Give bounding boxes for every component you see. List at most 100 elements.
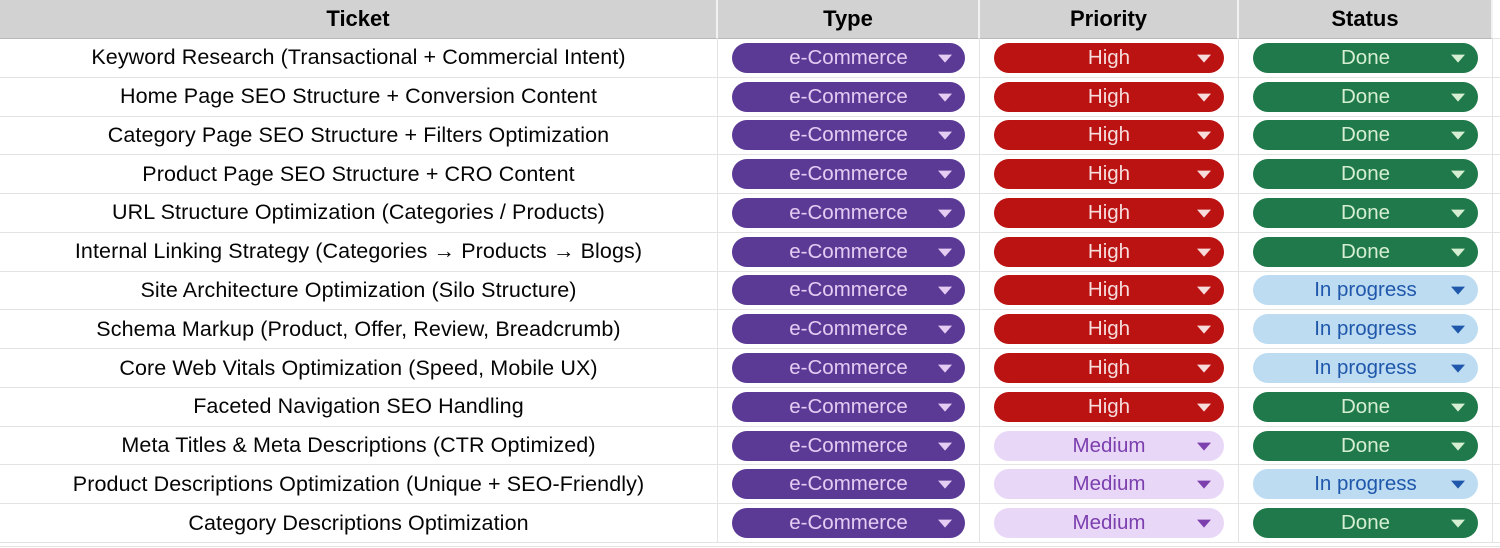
status-dropdown[interactable]: Done xyxy=(1253,197,1478,228)
priority-cell: High xyxy=(980,194,1239,233)
chevron-down-icon xyxy=(1451,442,1465,451)
type-dropdown[interactable]: e-Commerce xyxy=(732,120,965,151)
row-edge-spacer xyxy=(1493,310,1500,350)
status-dropdown[interactable]: In progress xyxy=(1253,469,1478,500)
row-edge-spacer xyxy=(1493,116,1500,156)
type-dropdown[interactable]: e-Commerce xyxy=(732,81,965,112)
status-dropdown-label: In progress xyxy=(1314,472,1417,496)
type-dropdown-label: e-Commerce xyxy=(789,239,908,263)
ticket-cell[interactable]: Faceted Navigation SEO Handling xyxy=(0,387,718,427)
type-dropdown[interactable]: e-Commerce xyxy=(732,430,965,461)
type-dropdown[interactable]: e-Commerce xyxy=(732,314,965,345)
status-dropdown[interactable]: Done xyxy=(1253,430,1478,461)
status-dropdown[interactable]: Done xyxy=(1253,42,1478,73)
chevron-down-icon xyxy=(938,209,952,218)
status-dropdown[interactable]: Done xyxy=(1253,508,1478,539)
status-dropdown[interactable]: In progress xyxy=(1253,275,1478,306)
table-row: Internal Linking Strategy (Categories → … xyxy=(0,232,1500,272)
priority-dropdown[interactable]: High xyxy=(994,353,1224,383)
priority-dropdown-label: High xyxy=(1087,162,1131,186)
status-dropdown[interactable]: In progress xyxy=(1253,314,1478,345)
table-row: URL Structure Optimization (Categories /… xyxy=(0,194,1500,233)
type-cell: e-Commerce xyxy=(718,116,980,156)
type-cell: e-Commerce xyxy=(718,349,980,388)
type-cell: e-Commerce xyxy=(718,232,980,272)
row-edge-spacer xyxy=(1493,39,1500,78)
type-dropdown[interactable]: e-Commerce xyxy=(732,353,965,383)
table-row: Product Descriptions Optimization (Uniqu… xyxy=(0,465,1500,505)
column-header-ticket[interactable]: Ticket xyxy=(0,0,718,39)
priority-dropdown[interactable]: High xyxy=(994,42,1224,73)
status-cell: Done xyxy=(1239,426,1493,466)
chevron-down-icon xyxy=(1197,54,1211,63)
status-dropdown[interactable]: Done xyxy=(1253,81,1478,112)
ticket-cell[interactable]: Category Page SEO Structure + Filters Op… xyxy=(0,116,718,156)
table-row: Product Page SEO Structure + CRO Content… xyxy=(0,155,1500,195)
ticket-cell[interactable]: Category Descriptions Optimization xyxy=(0,504,718,543)
type-dropdown-label: e-Commerce xyxy=(789,123,908,147)
type-dropdown[interactable]: e-Commerce xyxy=(732,275,965,306)
type-cell: e-Commerce xyxy=(718,504,980,543)
ticket-cell[interactable]: Product Page SEO Structure + CRO Content xyxy=(0,155,718,195)
priority-cell: High xyxy=(980,155,1239,195)
row-edge-spacer xyxy=(1493,349,1500,388)
priority-dropdown[interactable]: Medium xyxy=(994,469,1224,500)
table-row: Site Architecture Optimization (Silo Str… xyxy=(0,271,1500,311)
column-header-status[interactable]: Status xyxy=(1239,0,1493,39)
type-dropdown[interactable]: e-Commerce xyxy=(732,197,965,228)
priority-dropdown[interactable]: High xyxy=(994,275,1224,306)
priority-dropdown[interactable]: High xyxy=(994,120,1224,151)
type-dropdown-label: e-Commerce xyxy=(789,317,908,341)
status-cell: Done xyxy=(1239,155,1493,195)
status-dropdown[interactable]: In progress xyxy=(1253,353,1478,383)
priority-dropdown[interactable]: High xyxy=(994,197,1224,228)
ticket-cell[interactable]: Schema Markup (Product, Offer, Review, B… xyxy=(0,310,718,350)
status-cell: In progress xyxy=(1239,271,1493,311)
ticket-cell[interactable]: Internal Linking Strategy (Categories → … xyxy=(0,232,718,272)
type-dropdown[interactable]: e-Commerce xyxy=(732,391,965,422)
status-dropdown[interactable]: Done xyxy=(1253,159,1478,190)
ticket-cell[interactable]: URL Structure Optimization (Categories /… xyxy=(0,194,718,233)
type-dropdown[interactable]: e-Commerce xyxy=(732,42,965,73)
type-dropdown[interactable]: e-Commerce xyxy=(732,508,965,539)
chevron-down-icon xyxy=(938,132,952,141)
status-dropdown[interactable]: Done xyxy=(1253,120,1478,151)
chevron-down-icon xyxy=(938,442,952,451)
ticket-cell[interactable]: Site Architecture Optimization (Silo Str… xyxy=(0,271,718,311)
priority-dropdown[interactable]: High xyxy=(994,81,1224,112)
priority-dropdown[interactable]: High xyxy=(994,236,1224,267)
type-dropdown[interactable]: e-Commerce xyxy=(732,159,965,190)
type-dropdown-label: e-Commerce xyxy=(789,84,908,108)
ticket-cell[interactable]: Keyword Research (Transactional + Commer… xyxy=(0,39,718,78)
table-row: Schema Markup (Product, Offer, Review, B… xyxy=(0,310,1500,350)
priority-dropdown-label: High xyxy=(1087,45,1131,69)
ticket-cell[interactable]: Home Page SEO Structure + Conversion Con… xyxy=(0,77,718,117)
priority-dropdown[interactable]: High xyxy=(994,314,1224,345)
type-dropdown[interactable]: e-Commerce xyxy=(732,469,965,500)
priority-dropdown[interactable]: High xyxy=(994,391,1224,422)
chevron-down-icon xyxy=(1451,209,1465,218)
priority-dropdown-label: High xyxy=(1087,317,1131,341)
status-dropdown[interactable]: Done xyxy=(1253,236,1478,267)
column-header-type[interactable]: Type xyxy=(718,0,980,39)
ticket-cell[interactable]: Meta Titles & Meta Descriptions (CTR Opt… xyxy=(0,426,718,466)
ticket-cell[interactable]: Core Web Vitals Optimization (Speed, Mob… xyxy=(0,349,718,388)
status-dropdown-label: In progress xyxy=(1314,278,1417,302)
column-header-priority[interactable]: Priority xyxy=(980,0,1239,39)
priority-cell: High xyxy=(980,349,1239,388)
priority-dropdown-label: Medium xyxy=(1072,472,1146,496)
priority-dropdown[interactable]: Medium xyxy=(994,508,1224,539)
priority-dropdown[interactable]: Medium xyxy=(994,430,1224,461)
table-row: Category Page SEO Structure + Filters Op… xyxy=(0,116,1500,156)
type-dropdown[interactable]: e-Commerce xyxy=(732,236,965,267)
row-edge-spacer xyxy=(1493,504,1500,543)
status-cell: In progress xyxy=(1239,349,1493,388)
type-dropdown-label: e-Commerce xyxy=(789,356,908,379)
row-edge-spacer xyxy=(1493,77,1500,117)
row-edge-spacer xyxy=(1493,387,1500,427)
priority-dropdown-label: High xyxy=(1087,123,1131,147)
status-dropdown[interactable]: Done xyxy=(1253,391,1478,422)
priority-dropdown[interactable]: High xyxy=(994,159,1224,190)
ticket-cell[interactable]: Product Descriptions Optimization (Uniqu… xyxy=(0,465,718,505)
